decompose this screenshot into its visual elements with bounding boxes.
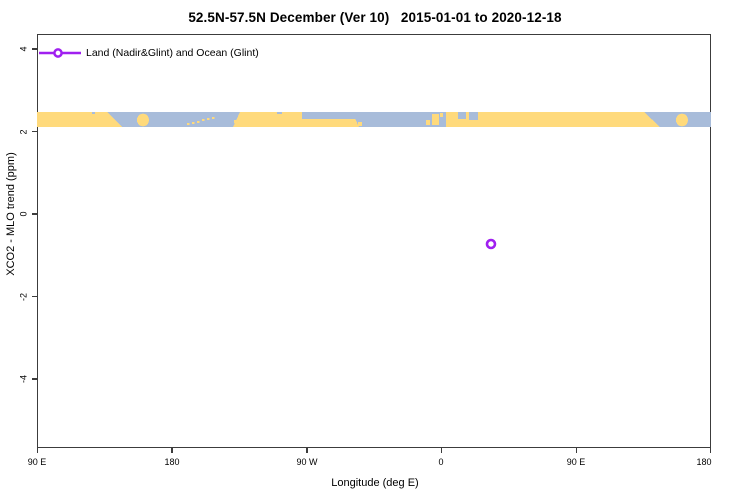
- land-aleutian-speck: [197, 121, 200, 123]
- ocean-hudson-bay: [302, 112, 358, 119]
- x-tick-label: 180: [696, 457, 712, 467]
- x-tick-mark: [306, 448, 308, 453]
- x-tick-mark: [709, 448, 711, 453]
- y-tick-label: 0: [18, 211, 29, 217]
- y-tick-label: -4: [18, 374, 29, 384]
- ocean-speck: [277, 112, 282, 114]
- ocean-speck: [92, 112, 95, 114]
- x-tick-mark: [171, 448, 173, 453]
- x-axis-title: Longitude (deg E): [331, 477, 419, 489]
- land-aleutian-speck: [192, 122, 195, 124]
- land-britain: [432, 114, 439, 125]
- land-newfoundland: [358, 122, 362, 126]
- ocean-baltic-1: [458, 112, 466, 119]
- y-tick-label: 4: [18, 46, 29, 52]
- land-aleutian-speck: [212, 117, 215, 119]
- x-tick-label: 90 W: [296, 457, 318, 467]
- x-tick-label: 90 E: [566, 457, 586, 467]
- ocean-atlantic: [352, 112, 446, 127]
- ocean-okhotsk-bering: [107, 112, 240, 127]
- x-tick-label: 180: [164, 457, 180, 467]
- x-tick-label: 90 E: [27, 457, 47, 467]
- land-kamchatka-west: [137, 113, 149, 127]
- legend-marker-icon: [39, 48, 81, 58]
- x-tick-mark: [36, 448, 38, 453]
- chart-title: 52.5N-57.5N December (Ver 10) 2015-01-01…: [188, 10, 562, 25]
- x-tick-label: 0: [438, 457, 444, 467]
- land-aleutian-speck: [187, 123, 190, 125]
- y-tick-mark: [32, 378, 37, 380]
- y-tick-mark: [32, 130, 37, 133]
- land-bc-island: [237, 124, 240, 126]
- y-axis-title: XCO2 - MLO trend (ppm): [5, 152, 17, 276]
- land-kamchatka-east: [676, 113, 688, 127]
- x-tick-mark: [575, 448, 578, 453]
- x-tick-mark: [440, 448, 443, 453]
- land-aleutian-speck: [207, 118, 210, 120]
- data-point-marker: [485, 238, 497, 250]
- ocean-baltic-2: [469, 112, 478, 120]
- land-britain-speck: [440, 113, 443, 117]
- land-ireland: [426, 120, 430, 125]
- land-bc-island: [234, 120, 237, 123]
- y-tick-mark: [32, 48, 37, 50]
- plot-area-frame: [37, 34, 711, 448]
- legend-label: Land (Nadir&Glint) and Ocean (Glint): [86, 47, 259, 59]
- land-aleutian-speck: [202, 119, 205, 121]
- y-tick-label: 2: [18, 128, 29, 135]
- coastline-map-band: [37, 112, 711, 127]
- y-tick-label: -2: [18, 292, 29, 301]
- y-tick-mark: [32, 295, 37, 298]
- y-tick-mark: [32, 213, 37, 215]
